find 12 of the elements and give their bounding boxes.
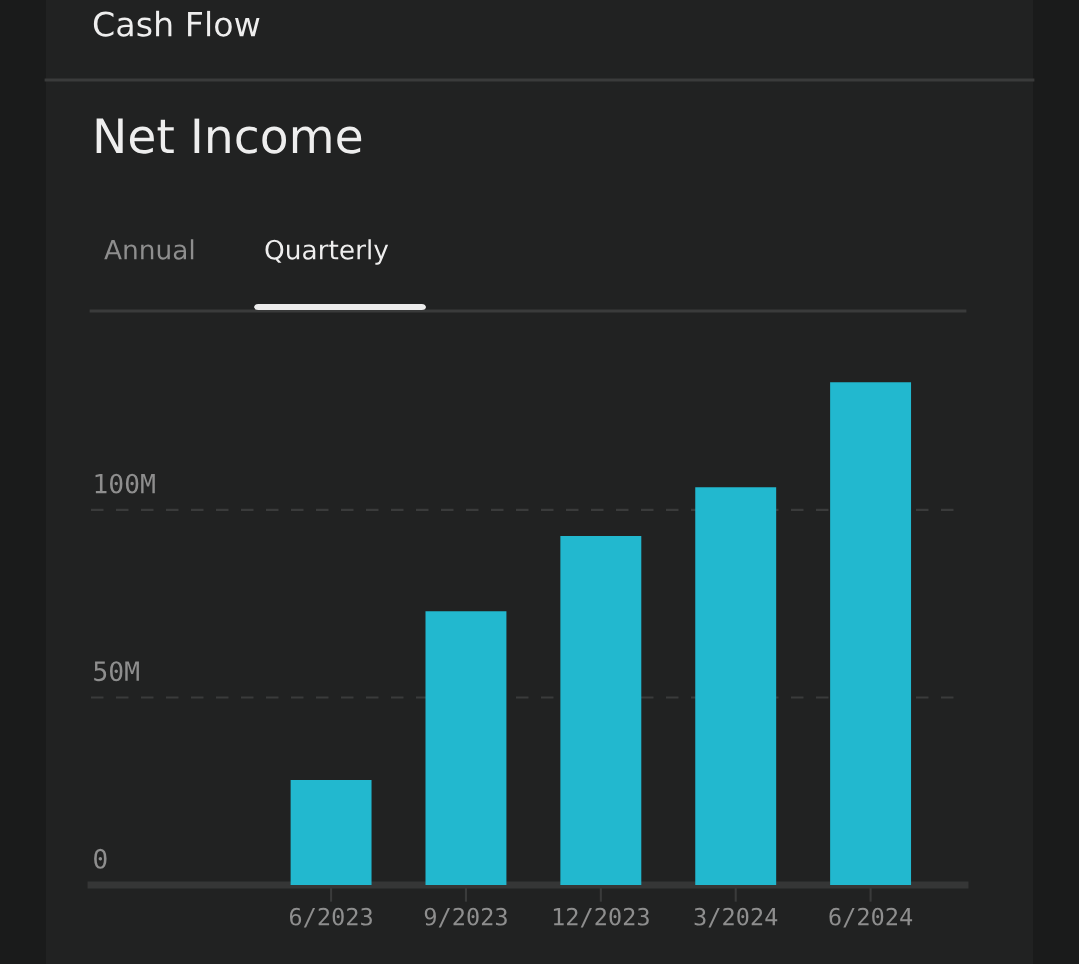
x-tick-label: 3/2024 — [694, 907, 778, 928]
y-tick-label: 100M — [95, 473, 155, 494]
y-tick-label: 0 — [94, 848, 107, 869]
x-tick-label: 12/2023 — [553, 907, 649, 928]
x-tick-label: 6/2024 — [829, 907, 913, 928]
x-tick-label: 9/2023 — [424, 907, 507, 928]
chart-title: Net Income — [96, 118, 362, 154]
text: Cash Flow — [93, 10, 260, 37]
x-tick-label: 6/2023 — [289, 907, 372, 928]
text: Quarterly — [265, 239, 389, 265]
text: Annual — [104, 239, 194, 260]
y-tick-label: 50M — [94, 661, 139, 682]
